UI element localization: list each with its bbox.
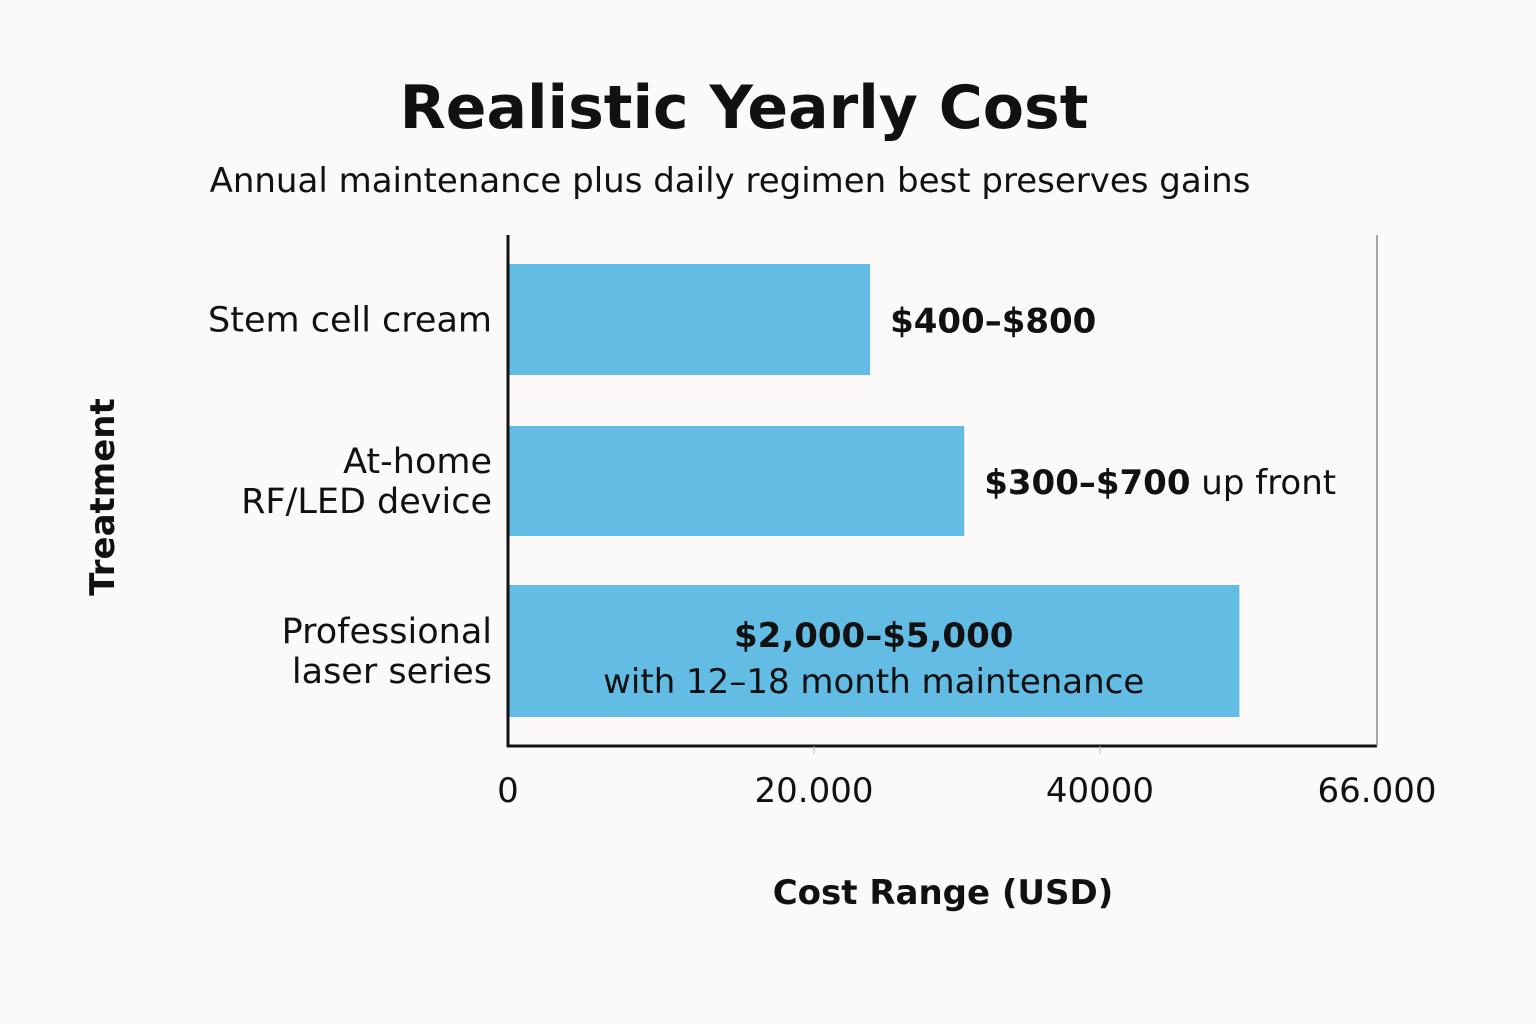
x-tick-label-1: 0 bbox=[497, 771, 519, 811]
y-axis-title: Treatment bbox=[83, 398, 123, 595]
category-label-1: Stem cell cream bbox=[208, 301, 492, 341]
data-label-3: $2,000–$5,000 bbox=[734, 616, 1013, 656]
x-axis-title: Cost Range (USD) bbox=[773, 873, 1114, 913]
chart-subtitle: Annual maintenance plus daily regimen be… bbox=[210, 161, 1251, 201]
bar-1 bbox=[508, 264, 871, 375]
data-label-3-note: with 12–18 month maintenance bbox=[603, 662, 1144, 702]
x-tick-label-4: 66.000 bbox=[1318, 771, 1437, 811]
bars-layer bbox=[508, 264, 1240, 717]
chart-title: Realistic Yearly Cost bbox=[400, 73, 1089, 143]
data-labels-layer: $400–$800 $300–$700 up front $2,000–$5,000… bbox=[603, 302, 1336, 703]
data-label-2: $300–$700 up front bbox=[984, 463, 1336, 503]
axes bbox=[506, 235, 1378, 748]
bar-2 bbox=[508, 426, 965, 536]
x-tick-label-3: 40000 bbox=[1046, 771, 1154, 811]
x-tick-label-2: 20.000 bbox=[755, 771, 874, 811]
category-label-2-line-2: RF/LED device bbox=[241, 482, 492, 522]
category-label-2-line-1: At-home bbox=[343, 442, 492, 482]
x-ticks-layer: 0 20.000 40000 66.000 bbox=[497, 746, 1436, 811]
category-label-3-line-2: laser series bbox=[292, 652, 492, 692]
bar-3 bbox=[508, 585, 1240, 717]
category-label-3-line-1: Professional bbox=[282, 612, 492, 652]
data-label-1: $400–$800 bbox=[890, 302, 1096, 342]
